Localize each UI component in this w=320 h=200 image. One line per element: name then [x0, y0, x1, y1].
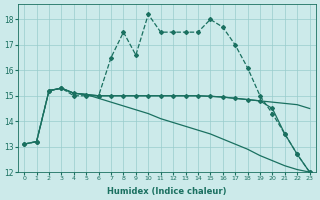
X-axis label: Humidex (Indice chaleur): Humidex (Indice chaleur) [107, 187, 227, 196]
